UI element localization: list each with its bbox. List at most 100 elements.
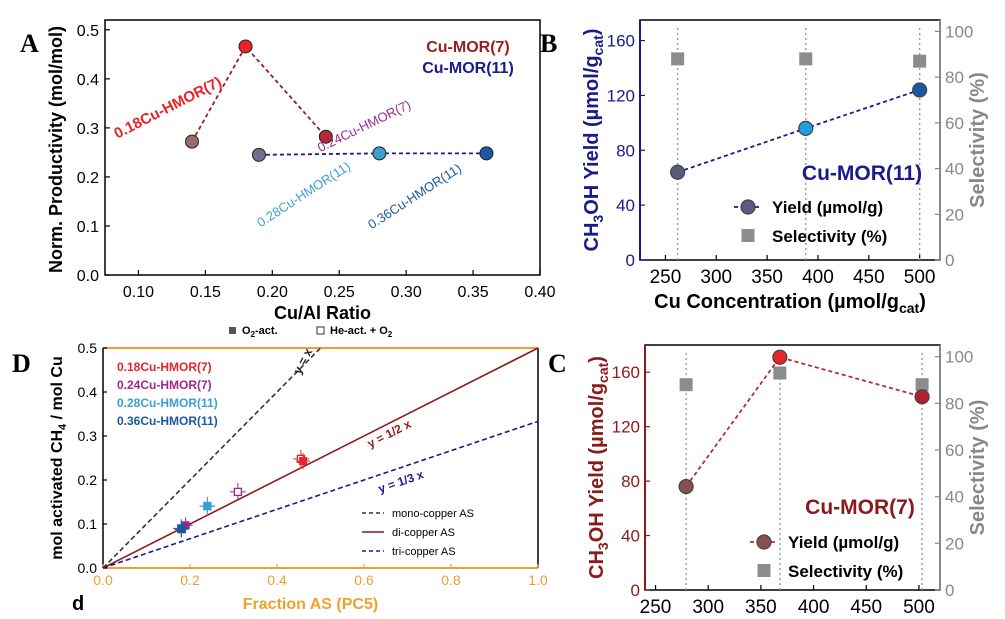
sample-legend-entry: 0.18Cu-HMOR(7) [117,360,212,374]
x-tick-label: 300 [700,267,732,288]
x-tick-label: 0.20 [257,284,288,301]
x-axis-title: Cu Concentration (µmol/gcat) [654,291,926,316]
yield-point [670,164,686,180]
reference-line [102,420,539,569]
point-label: 0.24Cu-HMOR(7) [315,97,413,155]
y-tick-label: 0.3 [78,428,98,444]
x-tick-label: 0.30 [391,284,422,301]
top-legend-entry: O2-act. [242,325,278,339]
x-tick-label: 0.40 [524,284,555,301]
y-tick-label: 0.1 [77,219,99,236]
selectivity-marker [679,378,693,392]
y-tick-label: 0.0 [78,560,98,576]
x-tick-label: 0.2 [180,572,200,588]
x-tick-label: 0.10 [123,284,154,301]
x-tick-label: 250 [640,597,672,618]
filled-marker [203,502,212,511]
plot-frame [104,19,541,276]
legend-entry: Selectivity (%) [772,227,887,246]
y-right-tick-label: 100 [945,348,973,367]
y-axis-title: Norm. Productivity (mol/mol) [46,26,66,273]
x-tick-label: 0.25 [324,284,355,301]
x-axis-title: Fraction AS (PC5) [243,596,378,613]
top-legend-entry: He-act. + O2 [330,325,393,339]
reference-line [102,347,322,569]
y-tick-label: 0.1 [78,516,98,532]
x-tick-label: 0.15 [190,284,221,301]
y-right-tick-label: 20 [945,205,964,224]
y-left-tick-label: 0 [626,251,635,270]
data-point [318,129,333,144]
y-left-tick-label: 160 [607,32,635,51]
y-right-tick-label: 0 [945,251,954,270]
legend-point-swatch [740,199,756,215]
x-tick-label: 250 [650,267,682,288]
yield-point [772,349,788,365]
x-tick-label: 0.4 [267,572,287,588]
data-point [238,39,253,54]
y-tick-label: 0.4 [78,384,98,400]
line-annotation: y = 1/3 x [376,467,425,496]
y-left-tick-label: 120 [612,418,640,437]
panel-sub-label: d [72,593,84,615]
data-point [479,146,494,161]
y-tick-label: 0.5 [78,340,98,356]
y-left-tick-label: 160 [612,363,640,382]
chart-title: Cu-MOR(7) [805,496,915,519]
y-left-tick-label: 40 [616,196,635,215]
data-point [251,147,266,162]
y-tick-label: 0.5 [77,23,99,40]
series-line [191,44,327,143]
y-right-axis-title: Selectivity (%) [967,72,989,208]
legend-entry: Selectivity (%) [788,562,903,581]
legend-square-swatch [741,229,755,242]
x-tick-label: 400 [798,597,830,618]
y-right-tick-label: 0 [945,581,954,600]
x-tick-label: 450 [853,267,885,288]
y-tick-label: 0.2 [77,170,99,187]
panel-label-c: C [548,349,567,378]
panel-d-chart: 0.0 0.2 0.4 0.6 0.8 1.0 0.0 0.1 0.2 0.3 0.4 0.5 Frac… [49,325,548,615]
legend-entry: Cu-MOR(11) [422,60,514,77]
legend-point-swatch [756,534,772,550]
panel-c-chart: 250 300 350 400 450 500 0 40 80 120 160 0 20 40 60 80 10… [586,344,989,618]
point-label: 0.18Cu-HMOR(7) [111,74,224,143]
x-tick-label: 350 [751,267,783,288]
y-right-tick-label: 60 [945,114,964,133]
open-marker [233,487,243,497]
line-annotation: y = 1/2 x [365,417,414,451]
y-left-tick-label: 80 [621,472,640,491]
y-right-tick-label: 40 [945,160,964,179]
point-label: 0.36Cu-HMOR(11) [365,160,464,231]
x-tick-label: 500 [903,597,935,618]
selectivity-marker [913,54,927,68]
x-tick-label: 350 [745,597,777,618]
yield-point [914,389,930,405]
line-legend-entry: mono-copper AS [392,508,474,520]
data-point [372,146,387,161]
y-axis-title: mol activated CH4 / mol Cu [49,356,69,560]
x-tick-label: 400 [802,267,834,288]
y-tick-label: 0.4 [77,72,99,89]
reference-line [102,347,539,569]
y-right-tick-label: 80 [945,394,964,413]
y-tick-label: 0.0 [77,268,99,285]
sample-legend-entry: 0.28Cu-HMOR(11) [117,396,218,410]
line-annotation: y = x [290,346,315,377]
data-point [185,134,199,149]
y-left-tick-label: 40 [621,527,640,546]
legend-entry: Yield (µmol/g) [772,198,883,217]
y-left-tick-label: 120 [607,86,635,105]
y-right-tick-label: 60 [945,441,964,460]
panel-label-d: D [12,349,31,378]
x-tick-label: 0.6 [354,572,374,588]
x-tick-label: 450 [850,597,882,618]
x-tick-label: 0.8 [441,572,461,588]
sample-legend-entry: 0.24Cu-HMOR(7) [117,378,212,392]
sample-legend-entry: 0.36Cu-HMOR(11) [117,414,218,428]
panel-a-chart: 0.10 0.15 0.20 0.25 0.30 0.35 0.40 0.0 0.1 0.2 0.3… [46,19,556,323]
y-tick-label: 0.3 [77,121,99,138]
panel-label-a: A [20,29,39,58]
selectivity-marker [773,366,787,380]
